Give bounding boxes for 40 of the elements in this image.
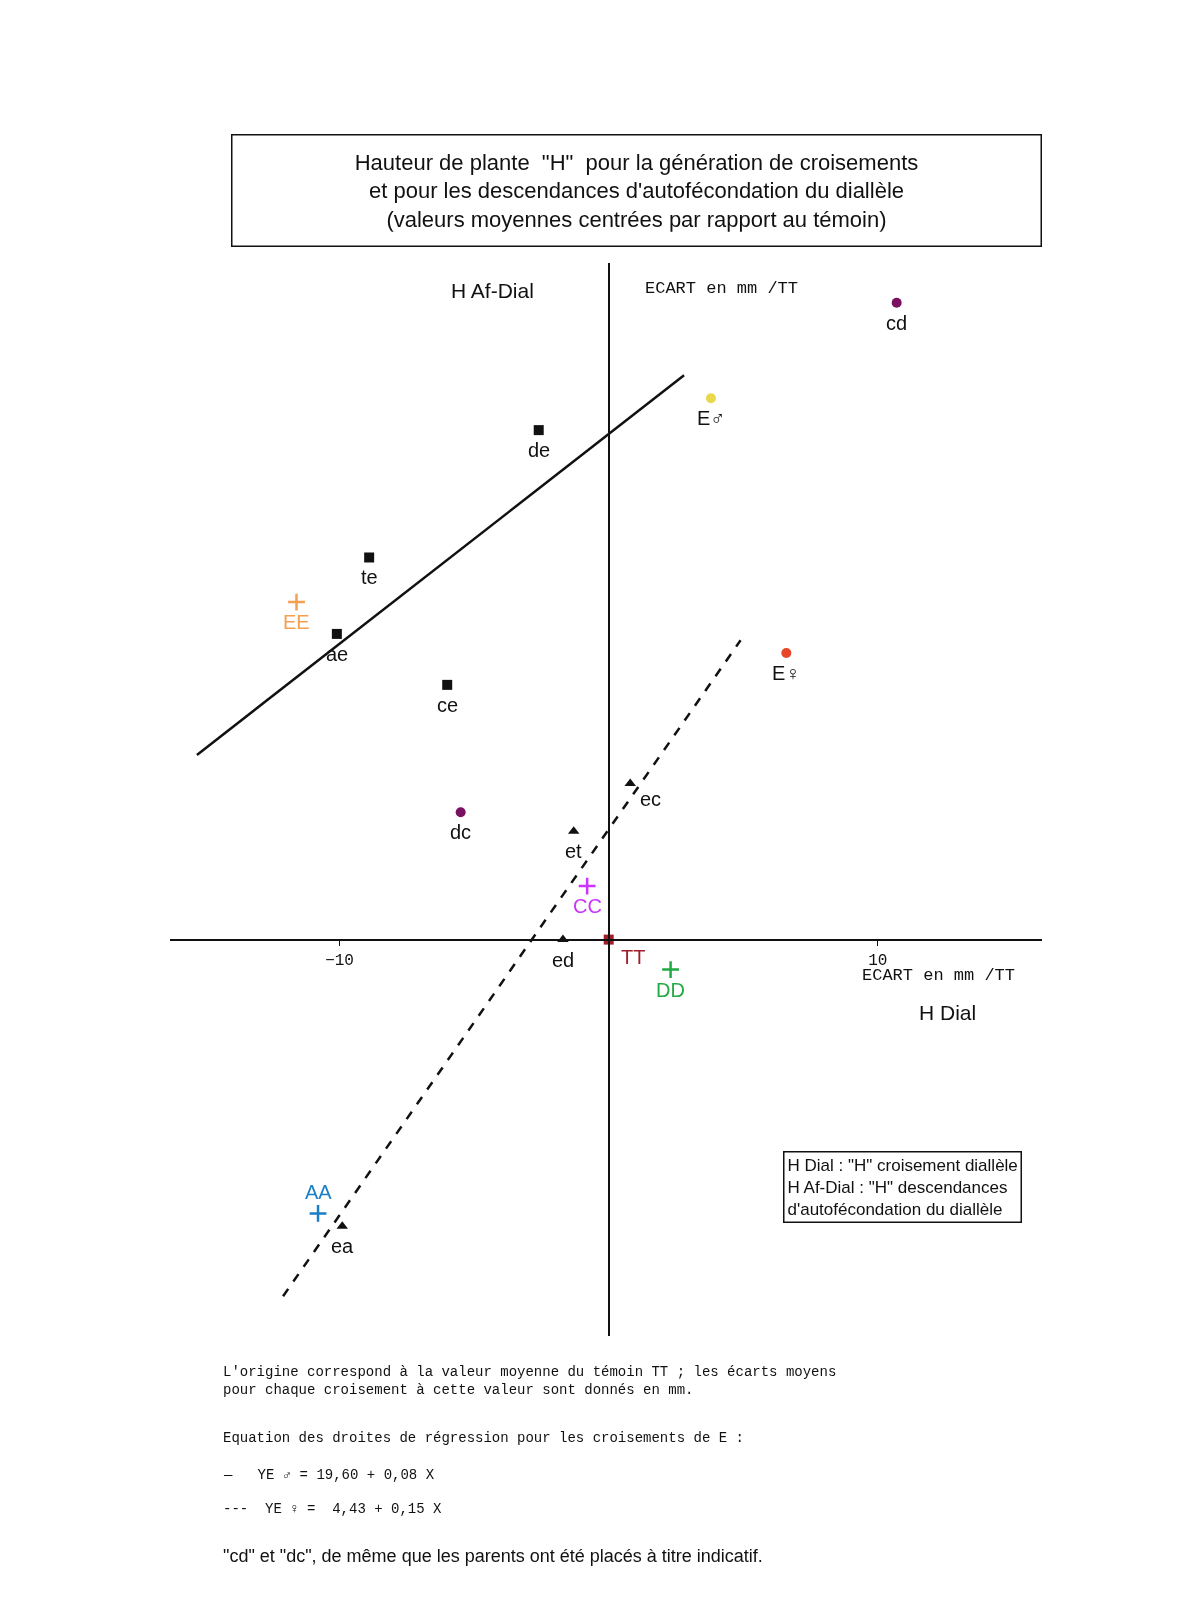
text: L'origine correspond à la valeur moyenne du témoin TT ; les écarts moyens pour chaque croisement à cette valeur sont donnés en mm. — [223, 1364, 837, 1399]
annotation: ec — [640, 788, 662, 810]
point — [705, 393, 716, 404]
annotation: cd — [886, 312, 908, 334]
text: ECART en mm /TT — [645, 279, 799, 298]
text: — YE ♂ = 19,60 + 0,08 X — [223, 1467, 435, 1483]
point — [331, 628, 342, 639]
text: --- YE ♀ = 4,43 + 0,15 X — [223, 1501, 443, 1517]
annotation: ea — [331, 1235, 355, 1257]
annotation: ed — [552, 949, 575, 971]
point — [364, 552, 375, 563]
point — [624, 778, 636, 787]
annotation: EE — [283, 611, 310, 633]
x-tick-label: −10 — [325, 951, 354, 970]
annotation: AA — [305, 1181, 333, 1203]
annotation: et — [565, 840, 583, 862]
annotation: TT — [621, 946, 646, 968]
annotation: E♂ — [697, 407, 726, 429]
point — [455, 807, 466, 818]
point — [660, 959, 681, 980]
text: "cd" et "dc", de même que les parents ont été placés à titre indicatif. — [223, 1546, 763, 1566]
point — [286, 592, 307, 612]
point — [781, 648, 792, 659]
annotation: dc — [450, 821, 472, 843]
annotation: E♀ — [772, 662, 801, 684]
chart-title: Hauteur de plante "H" pour la génération de croisements et pour les descendances d'autofécondation du diallèle (valeurs moyennes centrées par rapport au témoin) — [354, 149, 919, 232]
point — [308, 1203, 328, 1224]
annotation: CC — [573, 895, 602, 917]
point — [442, 679, 453, 690]
x-axis-title: H Dial — [919, 1001, 977, 1024]
point — [533, 425, 544, 436]
point — [577, 876, 597, 896]
annotation: H Dial : "H" croisement diallèle H Af-Dial : "H" descendances d'autofécondation du diallèle — [787, 1155, 1018, 1219]
annotation: de — [528, 439, 551, 461]
point — [891, 297, 902, 308]
annotation: DD — [656, 979, 685, 1001]
annotation: ce — [437, 694, 459, 716]
y-axis-title: H Af-Dial — [451, 279, 534, 302]
annotation: te — [361, 566, 378, 588]
text: Equation des droites de régression pour les croisements de E : — [223, 1430, 744, 1446]
